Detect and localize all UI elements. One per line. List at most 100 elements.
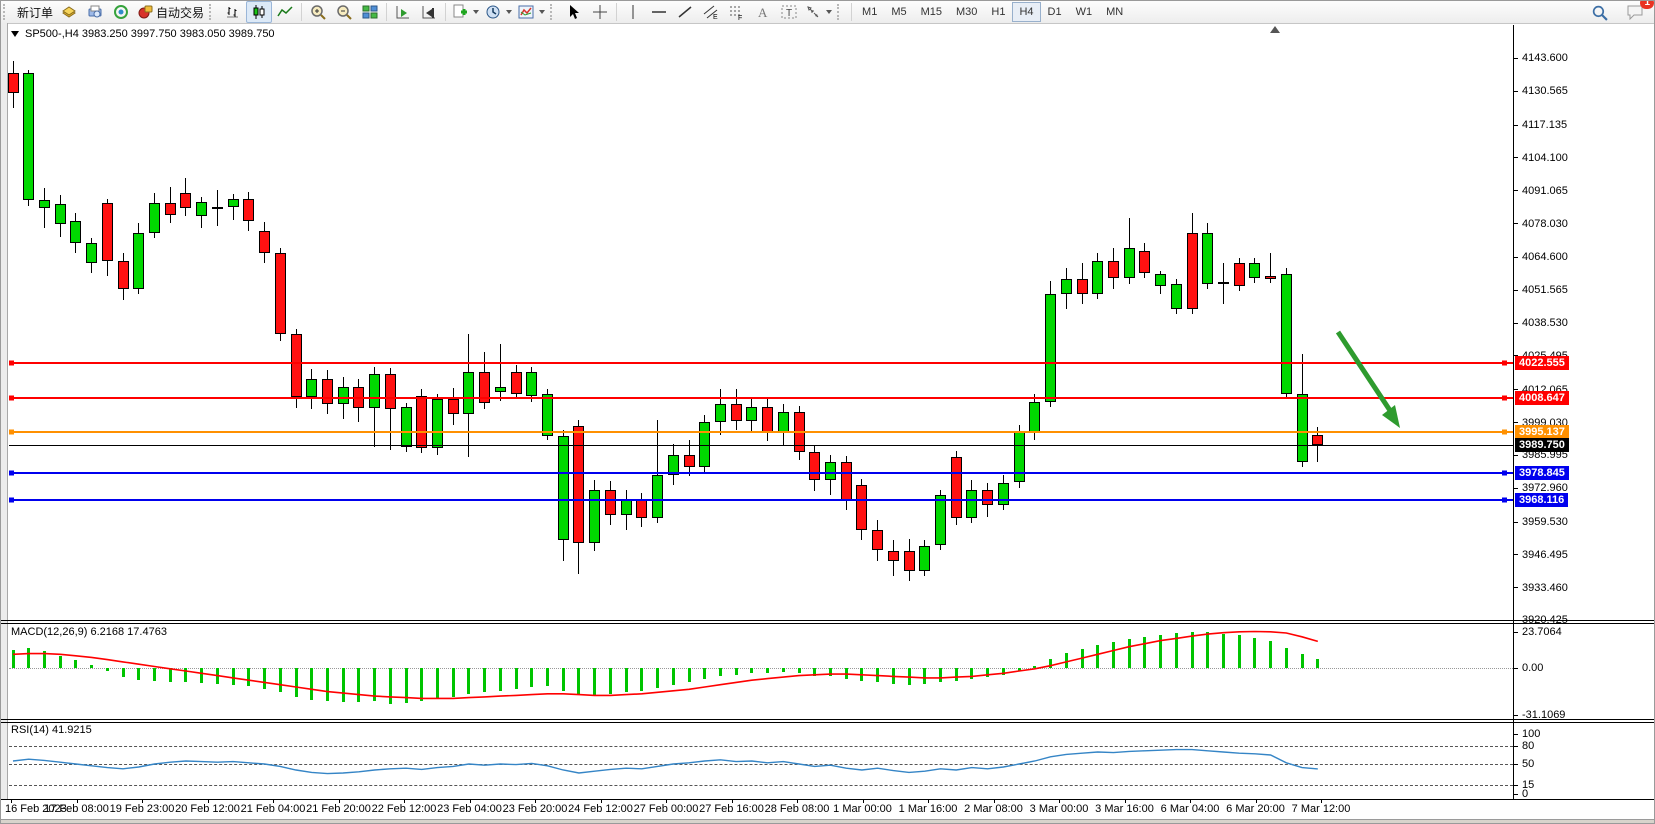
line-endpoint[interactable] [1502,395,1507,401]
timeframe-w1-button[interactable]: W1 [1075,6,1093,18]
print-preview-icon[interactable] [82,1,108,23]
new-chart-caret[interactable] [473,10,480,14]
time-axis[interactable]: 16 Feb 2023 17 Feb 08:00 19 Feb 23:00 20 Fe… [1,799,1654,819]
toolbar-handle[interactable] [837,4,846,20]
panel-separator[interactable] [1,620,1654,621]
chart-dropdown-icon[interactable] [11,31,19,38]
candle [1280,273,1292,395]
line-endpoint[interactable] [9,360,14,366]
new-chart-button[interactable] [449,1,482,23]
autotrading-button[interactable]: 自动交易 [134,1,207,23]
new-order-button[interactable]: 新订单 [14,1,56,23]
horizontal-level-line[interactable] [9,497,1513,503]
time-axis-label: 3 Mar 00:00 [1029,803,1089,815]
equidistant-channel-tool[interactable]: E [698,1,724,23]
candle-wick [657,419,658,523]
price-axis-label: 4130.565 [1522,85,1568,98]
timeframe-h1-button[interactable]: H1 [991,6,1006,18]
panel-separator[interactable] [1,719,1654,720]
text-label-tool[interactable]: T [776,1,802,23]
timeframe-m15-button[interactable]: M15 [920,6,942,18]
line-endpoint[interactable] [9,395,14,401]
candle [290,333,302,397]
trendline-tool[interactable] [672,1,698,23]
chart-shift-button[interactable] [416,1,442,23]
toolbar-handle[interactable] [3,4,12,20]
line-endpoint[interactable] [1502,497,1507,503]
macd-histogram-bar [325,668,329,702]
svg-text:A: A [758,5,768,20]
text-tool[interactable]: A [750,1,776,23]
horizontal-level-line[interactable] [9,395,1513,401]
zoom-in-button[interactable] [305,1,331,23]
line-endpoint[interactable] [9,497,14,503]
current-price-line[interactable] [9,444,1513,446]
periods-button[interactable] [482,1,515,23]
candle [1186,233,1198,309]
line-endpoint[interactable] [1502,470,1507,476]
chart-ohlc-title[interactable]: SP500-,H4 3983.250 3997.750 3983.050 398… [11,28,275,40]
macd-histogram-bar [1300,653,1304,668]
candle [243,199,255,221]
macd-histogram-bar [624,668,628,693]
timeframe-mn-button[interactable]: MN [1106,6,1124,18]
search-icon[interactable] [1586,1,1612,23]
notifications-chat-icon[interactable]: 1 [1622,1,1654,23]
candle [840,462,852,501]
market-watch-icon[interactable] [56,1,82,23]
price-level-badge: 3978.845 [1515,465,1569,480]
line-endpoint[interactable] [1502,360,1507,366]
candle [431,399,443,449]
macd-histogram-bar [1269,641,1273,668]
arrows-caret[interactable] [826,10,833,14]
line-endpoint[interactable] [9,429,14,435]
toolbar-handle[interactable] [209,4,218,20]
rsi-axis-tick [1513,764,1518,765]
candle [7,72,19,94]
templates-caret[interactable] [539,10,546,14]
toolbar-handle[interactable] [550,4,559,20]
line-chart-mode-button[interactable] [272,1,298,23]
panel-separator[interactable] [1,722,1654,723]
time-axis-label: 7 Mar 12:00 [1291,803,1351,815]
timeframe-toolbar: M1 M5 M15 M30 H1 H4 D1 W1 MN [855,2,1130,22]
horizontal-level-line[interactable] [9,429,1513,435]
candle [211,206,223,210]
candle [384,374,396,410]
cursor-tool-button[interactable] [561,1,587,23]
horizontal-line-tool[interactable] [646,1,672,23]
timeframe-m30-button[interactable]: M30 [956,6,978,18]
line-endpoint[interactable] [9,470,14,476]
horizontal-level-line[interactable] [9,470,1513,476]
macd-histogram-bar [137,668,141,681]
panel-separator[interactable] [1,623,1654,624]
auto-scroll-button[interactable] [390,1,416,23]
tile-windows-icon[interactable] [357,1,383,23]
horizontal-level-line[interactable] [9,360,1513,366]
price-axis-tick [1513,256,1518,258]
chart-shift-marker[interactable] [1270,26,1280,33]
macd-histogram-bar [734,668,738,675]
macd-histogram-bar [561,668,565,691]
macd-histogram-bar [27,647,31,668]
line-endpoint[interactable] [1502,429,1507,435]
crosshair-tool-button[interactable] [587,1,613,23]
time-axis-label: 2 Mar 08:00 [964,803,1023,815]
signals-icon[interactable] [108,1,134,23]
macd-histogram-bar [467,668,471,694]
bar-chart-mode-button[interactable] [220,1,246,23]
svg-text:T: T [786,8,792,19]
timeframe-d1-button[interactable]: D1 [1047,6,1062,18]
fibonacci-tool[interactable]: F [724,1,750,23]
candlestick-mode-button[interactable] [246,1,273,23]
timeframe-m5-button[interactable]: M5 [891,6,907,18]
time-axis-tick [469,799,471,803]
vertical-line-tool[interactable] [620,1,646,23]
periods-caret[interactable] [506,10,513,14]
timeframe-m1-button[interactable]: M1 [862,6,878,18]
arrows-tool[interactable] [802,1,835,23]
price-axis-label: 4104.100 [1522,151,1568,164]
templates-button[interactable] [515,1,548,23]
zoom-out-button[interactable] [331,1,357,23]
timeframe-h4-button[interactable]: H4 [1012,2,1041,22]
